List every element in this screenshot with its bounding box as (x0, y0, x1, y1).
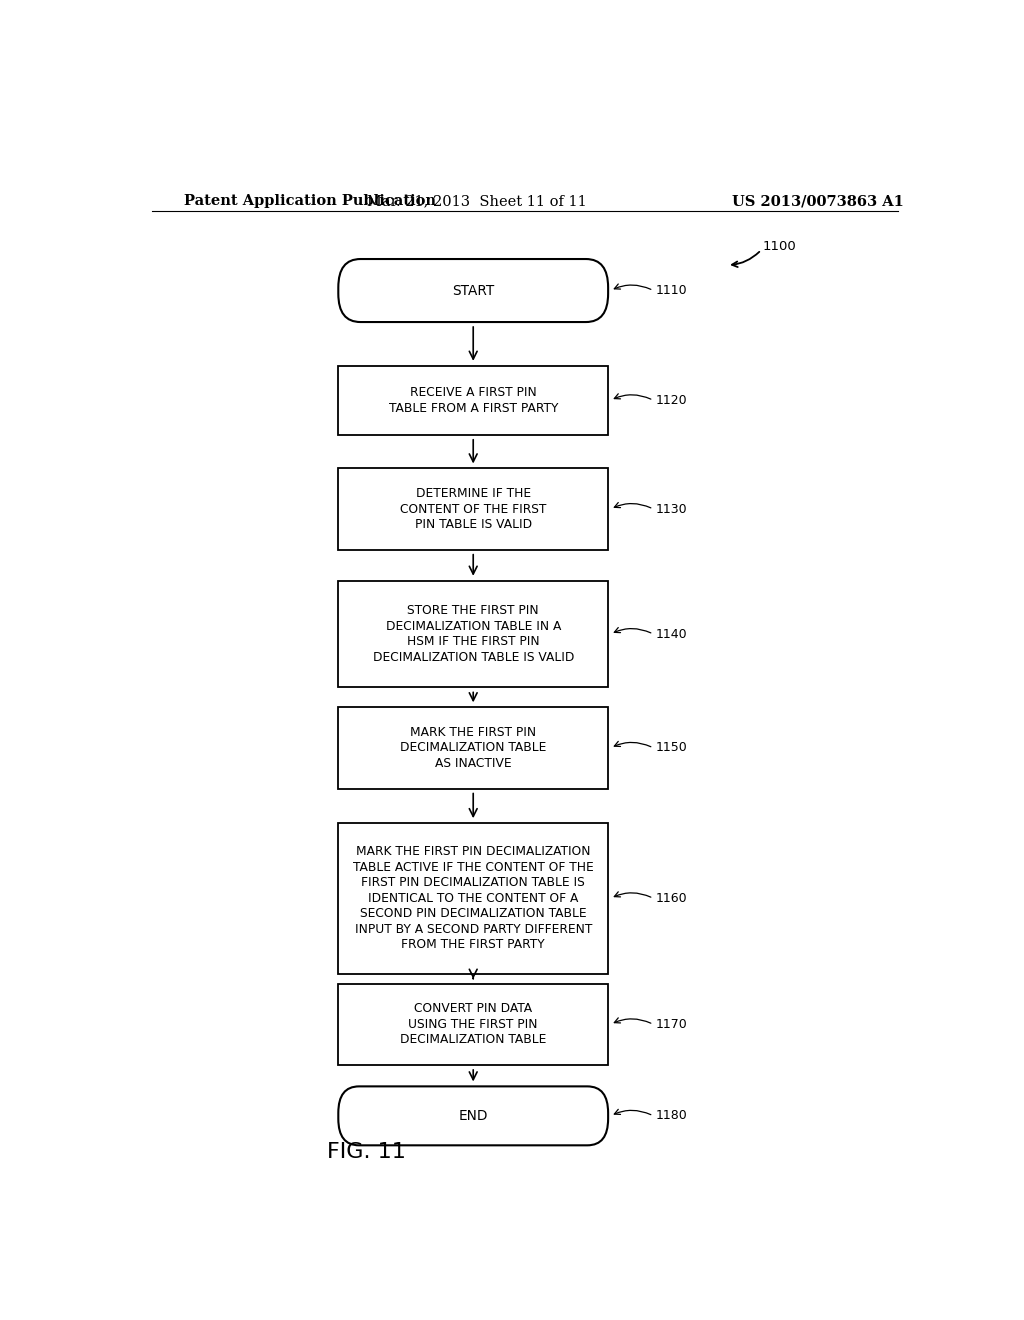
Text: CONVERT PIN DATA
USING THE FIRST PIN
DECIMALIZATION TABLE: CONVERT PIN DATA USING THE FIRST PIN DEC… (400, 1002, 547, 1047)
Text: US 2013/0073863 A1: US 2013/0073863 A1 (732, 194, 904, 209)
Text: 1120: 1120 (655, 393, 687, 407)
Text: STORE THE FIRST PIN
DECIMALIZATION TABLE IN A
HSM IF THE FIRST PIN
DECIMALIZATIO: STORE THE FIRST PIN DECIMALIZATION TABLE… (373, 605, 573, 664)
Text: START: START (452, 284, 495, 297)
Text: END: END (459, 1109, 487, 1123)
Text: 1140: 1140 (655, 627, 687, 640)
Text: 1170: 1170 (655, 1018, 687, 1031)
Text: Patent Application Publication: Patent Application Publication (183, 194, 435, 209)
Text: 1150: 1150 (655, 742, 687, 755)
Text: MARK THE FIRST PIN DECIMALIZATION
TABLE ACTIVE IF THE CONTENT OF THE
FIRST PIN D: MARK THE FIRST PIN DECIMALIZATION TABLE … (353, 845, 594, 952)
Text: FIG. 11: FIG. 11 (327, 1142, 406, 1163)
Text: 1100: 1100 (763, 240, 797, 253)
Text: Mar. 21, 2013  Sheet 11 of 11: Mar. 21, 2013 Sheet 11 of 11 (368, 194, 587, 209)
Text: 1130: 1130 (655, 503, 687, 516)
Text: 1110: 1110 (655, 284, 687, 297)
Text: 1180: 1180 (655, 1109, 687, 1122)
Text: MARK THE FIRST PIN
DECIMALIZATION TABLE
AS INACTIVE: MARK THE FIRST PIN DECIMALIZATION TABLE … (400, 726, 547, 770)
Text: 1160: 1160 (655, 892, 687, 904)
Text: DETERMINE IF THE
CONTENT OF THE FIRST
PIN TABLE IS VALID: DETERMINE IF THE CONTENT OF THE FIRST PI… (400, 487, 547, 531)
Text: RECEIVE A FIRST PIN
TABLE FROM A FIRST PARTY: RECEIVE A FIRST PIN TABLE FROM A FIRST P… (388, 385, 558, 414)
